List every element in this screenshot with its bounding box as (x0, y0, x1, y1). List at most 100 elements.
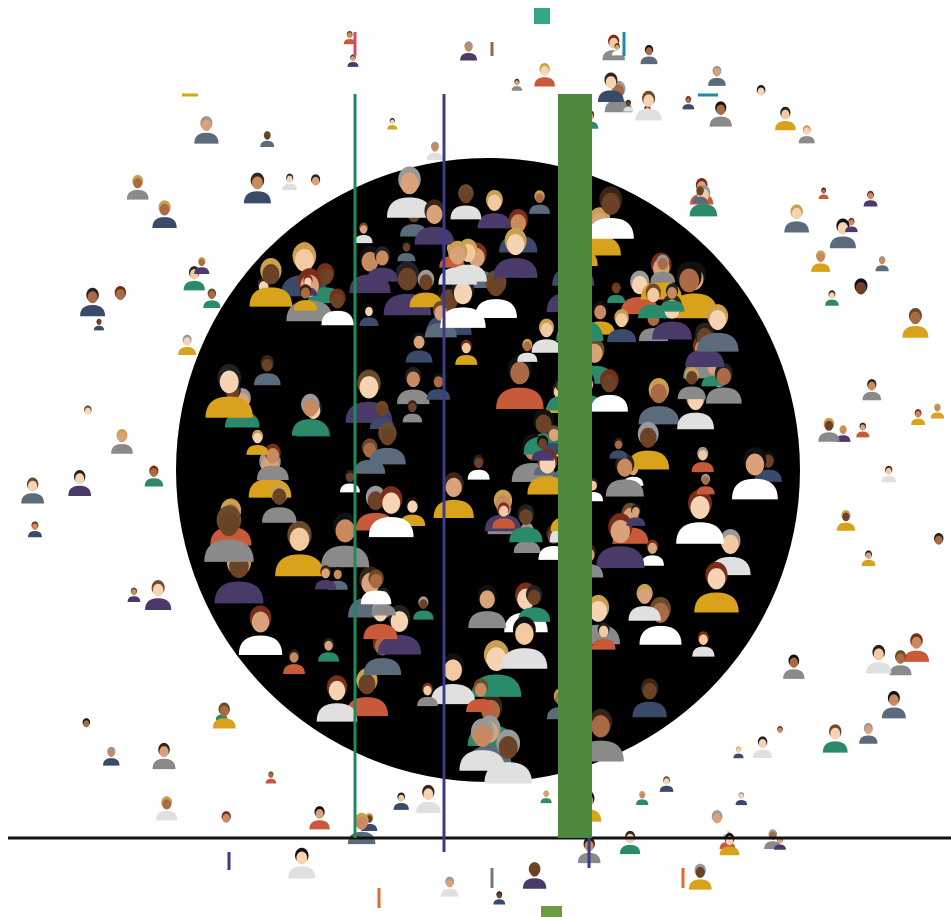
avatar (246, 429, 269, 455)
avatar-body (784, 221, 809, 233)
avatar-body (204, 539, 254, 562)
avatar-body (455, 354, 478, 365)
avatar-face (465, 43, 472, 52)
avatar-body (696, 486, 715, 495)
avatar-face (829, 292, 835, 299)
avatar-body (774, 733, 786, 739)
avatar-body (509, 527, 543, 543)
avatar (194, 256, 210, 275)
avatar-face (219, 705, 229, 717)
avatar (929, 533, 949, 555)
avatar-face (639, 427, 657, 448)
avatar-body (596, 546, 645, 568)
avatar (825, 290, 839, 306)
avatar-face (860, 424, 866, 431)
avatar-body (460, 52, 478, 61)
avatar (256, 443, 289, 480)
avatar-face (873, 648, 884, 661)
avatar-face (515, 622, 534, 645)
avatar (450, 184, 482, 220)
avatar-face (663, 778, 670, 785)
avatar-body (109, 301, 132, 312)
avatar (321, 288, 354, 326)
avatar (696, 473, 715, 495)
avatar-face (253, 432, 262, 444)
avatar (607, 309, 637, 343)
avatar-face (423, 788, 434, 801)
avatar-face (286, 175, 293, 183)
avatar-body (466, 698, 496, 712)
avatar-face (639, 792, 645, 799)
avatar-face (398, 794, 405, 802)
avatar-body (254, 373, 281, 386)
avatar-body (262, 507, 297, 523)
avatar (692, 186, 708, 204)
avatar-face (115, 289, 125, 301)
avatar-face (499, 505, 509, 517)
avatar (911, 409, 926, 426)
avatar (93, 318, 105, 331)
avatar (875, 256, 889, 272)
avatar-face (591, 715, 610, 738)
avatar (460, 41, 478, 61)
avatar-face (304, 277, 312, 287)
avatar-body (798, 136, 815, 144)
avatar-face (487, 275, 505, 297)
avatar-body (752, 96, 770, 105)
avatar (127, 587, 141, 602)
avatar-face (879, 257, 885, 265)
avatar-body (178, 346, 197, 355)
avatar (501, 616, 548, 669)
avatar (848, 278, 874, 308)
avatar-face (426, 204, 443, 224)
avatar-body (636, 799, 649, 805)
avatar (902, 308, 929, 338)
avatar (881, 691, 906, 719)
avatar (440, 276, 486, 328)
avatar (696, 304, 739, 352)
avatar-face (361, 251, 379, 272)
avatar (859, 722, 878, 744)
avatar (204, 505, 254, 562)
avatar-body (848, 296, 874, 308)
avatar-face (318, 268, 333, 285)
avatar (291, 393, 329, 436)
avatar-body (430, 683, 476, 705)
avatar-face (840, 427, 847, 435)
avatar-face (201, 119, 212, 132)
avatar-body (426, 152, 444, 161)
avatar-body (318, 652, 340, 662)
avatar (438, 240, 477, 285)
avatar-body (875, 265, 889, 272)
avatar-face (87, 291, 98, 304)
avatar-face (311, 176, 320, 186)
avatar (459, 718, 506, 771)
avatar-body (405, 350, 433, 363)
avatar-body (484, 762, 532, 784)
avatar-body (774, 844, 786, 850)
avatar-body (709, 116, 732, 127)
avatar-face (506, 234, 525, 256)
avatar (288, 847, 316, 879)
avatar-body (856, 431, 870, 438)
avatar-body (183, 280, 205, 291)
avatar-face (350, 56, 356, 62)
avatar-face (519, 508, 533, 525)
avatar (626, 504, 646, 526)
avatar (493, 227, 538, 278)
avatar-face (302, 398, 318, 417)
avatar-face (400, 172, 419, 195)
avatar (265, 771, 277, 784)
avatar (590, 369, 628, 412)
avatar-body (111, 444, 133, 454)
avatar (249, 257, 293, 307)
avatar-body (835, 435, 851, 442)
avatar (861, 550, 876, 567)
avatar-face (487, 194, 502, 211)
avatar (21, 477, 45, 504)
avatar-body (640, 56, 658, 65)
avatar-face (594, 305, 607, 320)
avatar (194, 116, 219, 144)
avatar-face (474, 457, 484, 469)
